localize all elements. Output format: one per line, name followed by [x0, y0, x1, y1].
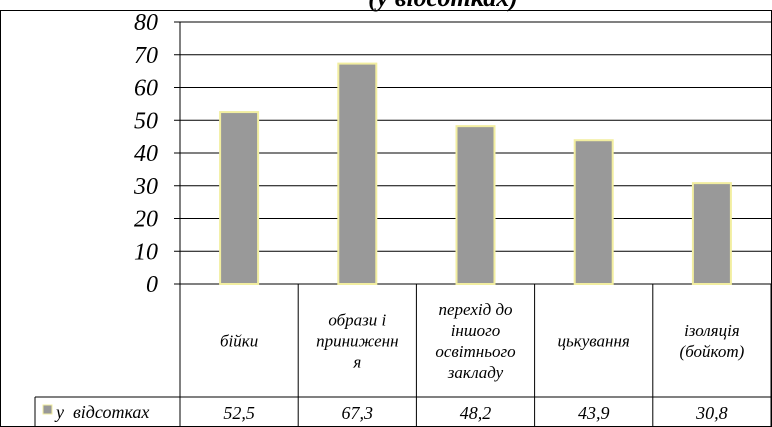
x-tick-label: ізоляція (бойкот) — [680, 321, 745, 361]
x-tick-label: бійки — [220, 332, 258, 351]
bar — [219, 111, 260, 285]
bar — [337, 62, 378, 285]
legend-label: у відсотках — [54, 402, 149, 422]
x-tick-label: цькування — [558, 332, 630, 351]
bar — [573, 139, 614, 285]
data-label: 67,3 — [342, 403, 374, 423]
bar — [691, 182, 732, 286]
data-label: 52,5 — [223, 403, 255, 423]
legend-swatch — [42, 404, 53, 415]
y-tick-label: 10 — [134, 239, 158, 265]
data-label: 43,9 — [578, 403, 610, 423]
y-tick-label: 20 — [134, 207, 158, 233]
x-tick-label: перехід до іншого освітнього закладу — [435, 300, 515, 382]
x-tick-label: образи і приниженн я — [316, 311, 398, 372]
data-label: 48,2 — [460, 403, 492, 423]
y-tick-label: 0 — [146, 272, 158, 298]
y-tick-label: 40 — [134, 141, 158, 167]
bar — [455, 125, 496, 285]
y-tick-label: 80 — [134, 10, 158, 36]
y-tick-label: 30 — [133, 174, 158, 200]
chart-title: (у відсотках) — [368, 0, 518, 12]
y-tick-label: 50 — [134, 108, 158, 134]
y-tick-label: 70 — [134, 43, 158, 69]
y-tick-label: 60 — [134, 76, 158, 102]
data-label: 30,8 — [695, 403, 728, 423]
